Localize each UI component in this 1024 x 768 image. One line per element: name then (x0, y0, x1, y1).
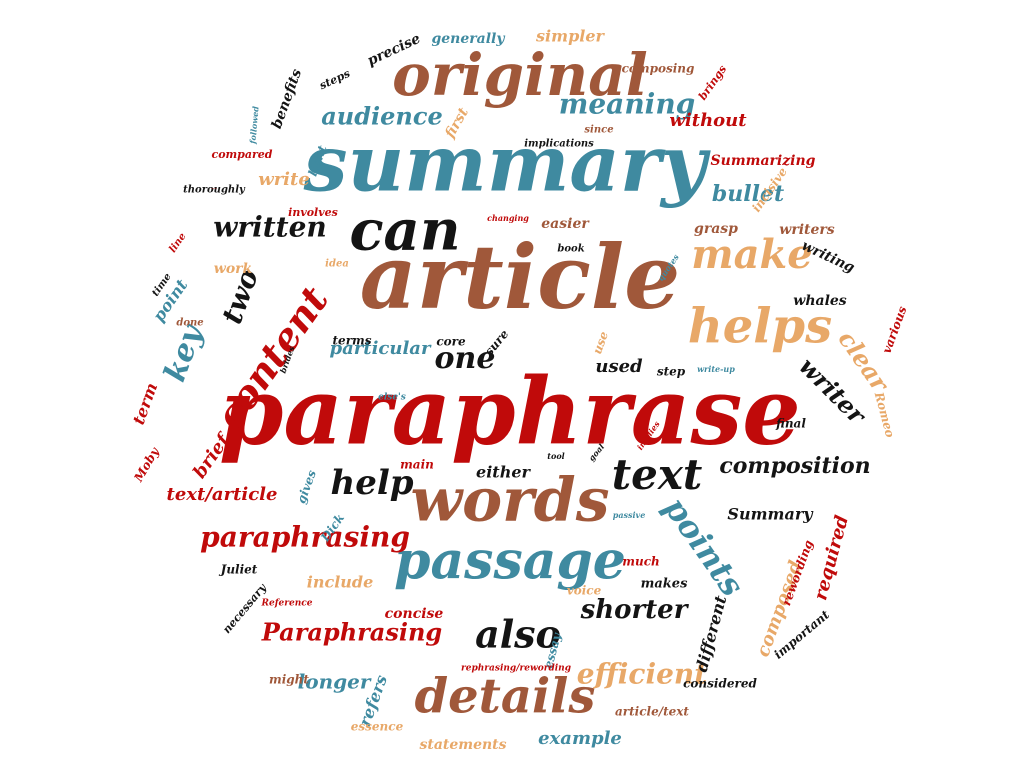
word-main: main (400, 458, 434, 472)
word-bullet: bullet (712, 181, 784, 207)
word-modifying: Modifying (210, 188, 217, 190)
word-shorter: shorter (580, 595, 690, 625)
word-juliet: Juliet (219, 563, 258, 577)
word-essence: essence (351, 720, 404, 734)
word-much: much (622, 555, 659, 569)
word-composing: composing (622, 62, 695, 76)
word-efficient: efficient (577, 658, 707, 691)
word-generally: generally (431, 31, 505, 47)
word-whales: whales (793, 293, 847, 309)
word-considered: considered (683, 677, 757, 691)
word-moby: Moby (131, 444, 162, 484)
word-example: example (538, 728, 622, 749)
word-used: used (595, 356, 643, 377)
word-details: details (415, 669, 596, 725)
word-compared: compared (212, 148, 273, 161)
word-summarizing: Summarizing (711, 153, 816, 169)
word-romeo: Romeo (871, 390, 897, 439)
word-make: make (691, 231, 812, 278)
word-words: words (410, 466, 609, 536)
word-core: core (436, 335, 466, 349)
word-paraphrase: paraphrase (219, 358, 801, 466)
word-use: use (590, 329, 611, 356)
word-line: line (167, 231, 188, 255)
word-without: without (669, 110, 747, 131)
word-implications: implications (524, 139, 594, 150)
word-write-up: write-up (697, 364, 735, 374)
word-easier: easier (541, 216, 590, 232)
word-text-article: text/article (167, 484, 278, 505)
word-since: since (584, 125, 613, 136)
word-else-s: else's (378, 393, 406, 403)
word-terms: terms (333, 334, 372, 348)
word-written: written (213, 211, 327, 244)
word-also: also (475, 612, 561, 657)
word-reference: Reference (260, 599, 312, 609)
word-passive: passive (613, 510, 646, 520)
word-various: various (880, 304, 910, 355)
word-step: step (657, 365, 686, 379)
word-writers: writers (779, 222, 834, 238)
word-changing: changing (487, 213, 529, 223)
word-summary: summary (303, 119, 711, 210)
word-article-text: article/text (615, 705, 689, 719)
word-involves: involves (288, 206, 338, 219)
word-followed: followed (247, 105, 260, 145)
word-audience: audience (321, 102, 443, 131)
word-include: include (307, 573, 374, 592)
word-term: term (129, 380, 162, 427)
word-paraphrasing: Paraphrasing (261, 618, 442, 647)
word-might: might (269, 673, 309, 687)
word-thoroughly: thoroughly (183, 185, 246, 196)
word-tool: tool (547, 451, 564, 461)
word-done: done (176, 318, 203, 329)
word-paraphrasing: paraphrasing (200, 521, 410, 554)
word-final: final (775, 417, 806, 431)
word-gives: gives (294, 468, 319, 505)
word-longer: longer (298, 670, 372, 694)
word-different: different (692, 593, 731, 674)
word-composition: composition (719, 453, 870, 479)
word-summary: Summary (727, 505, 814, 524)
word-write: write (258, 169, 310, 190)
word-passage: passage (394, 531, 626, 592)
word-grasp: grasp (694, 221, 738, 237)
word-help: help (330, 463, 413, 503)
word-original: original (392, 41, 648, 109)
word-makes: makes (641, 577, 688, 592)
word-one: one (435, 341, 496, 376)
word-work: work (214, 261, 253, 277)
word-book: book (557, 244, 584, 255)
word-benefits: benefits (269, 67, 305, 131)
word-voice: voice (567, 584, 602, 598)
word-required: required (810, 513, 853, 603)
word-rephrasing-rewording: rephrasing/rewording (461, 664, 571, 674)
word-statements: statements (419, 737, 506, 753)
word-simpler: simpler (535, 27, 605, 46)
word-concise: concise (385, 606, 444, 622)
word-idea: idea (325, 259, 349, 270)
word-helps: helps (688, 299, 832, 355)
word-steps: steps (317, 67, 352, 92)
word-particular: particular (330, 338, 432, 359)
word-article: article (360, 225, 680, 329)
word-either: either (476, 463, 531, 482)
word-meaning: meaning (559, 88, 696, 121)
word-brings: brings (696, 63, 729, 103)
word-text: text (612, 450, 703, 499)
word-can: can (349, 198, 460, 264)
